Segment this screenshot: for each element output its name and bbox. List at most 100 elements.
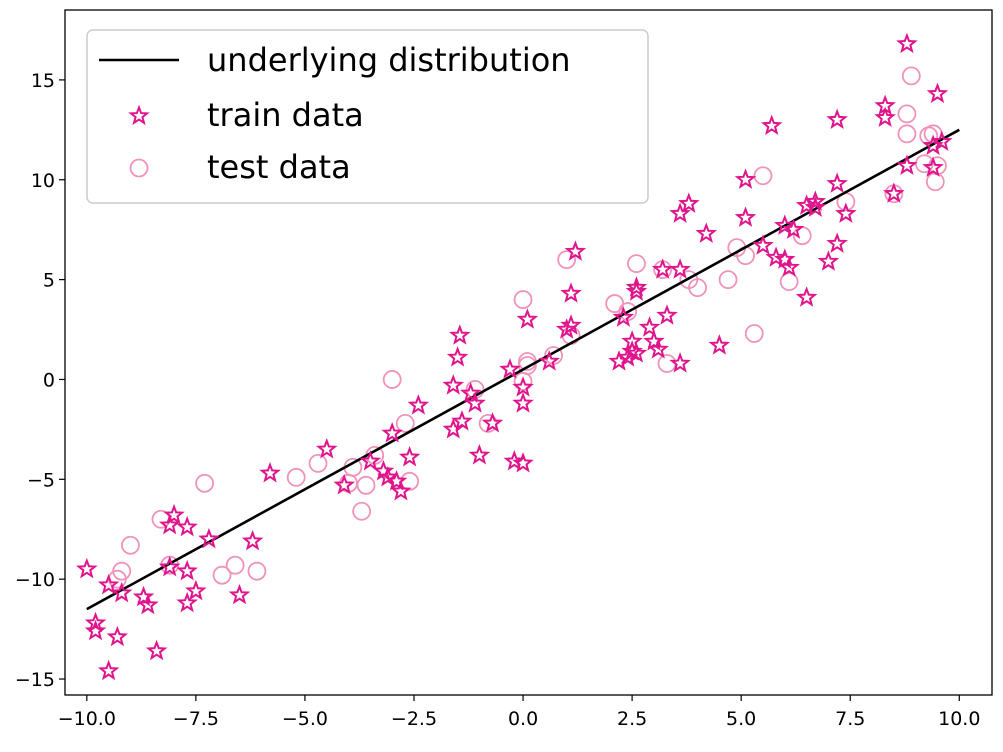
train-data-point	[449, 324, 471, 345]
test-data-point	[112, 561, 132, 581]
x-tick-label: −2.5	[391, 708, 437, 730]
legend-box	[86, 29, 649, 204]
test-data-point	[195, 473, 214, 493]
train-data-point	[874, 106, 896, 128]
train-data-point	[481, 412, 504, 433]
train-data-point	[145, 639, 168, 661]
train-data-point	[625, 342, 648, 363]
train-data-point	[931, 130, 953, 151]
test-data-point	[688, 278, 707, 297]
train-data-point	[499, 358, 521, 379]
train-data-point	[826, 108, 848, 130]
train-data-point	[643, 330, 665, 351]
train-data-point	[459, 382, 482, 403]
train-data-point	[826, 232, 848, 253]
test-data-point	[308, 453, 328, 473]
train-data-point	[922, 156, 944, 177]
train-data-point	[198, 527, 220, 549]
legend: underlying distribution train data test da…	[86, 29, 649, 204]
train-data-point	[560, 282, 582, 303]
train-data-point	[110, 581, 133, 603]
x-tick-label: 10.0	[938, 708, 980, 730]
train-data-point	[651, 258, 674, 279]
test-data-point	[557, 250, 577, 270]
test-data-point	[718, 270, 738, 290]
train-data-point	[621, 330, 643, 351]
y-tick-label: 15	[31, 70, 55, 92]
train-data-point	[835, 202, 857, 223]
x-tick-label: 7.5	[835, 708, 865, 730]
test-data-point	[513, 290, 533, 309]
train-data-point	[163, 503, 185, 525]
train-data-point	[678, 192, 700, 213]
train-data-point	[185, 579, 207, 601]
train-data-point	[734, 206, 757, 227]
test-data-point	[225, 555, 245, 575]
train-data-point	[176, 591, 198, 613]
train-data-point	[625, 276, 648, 297]
test-data-point	[121, 535, 140, 555]
y-tick-label: 10	[31, 170, 55, 192]
train-data-point	[669, 352, 691, 373]
test-data-point	[518, 356, 537, 375]
train-data-point	[782, 218, 805, 239]
test-data-point	[247, 561, 267, 581]
test-data-point	[382, 370, 402, 389]
train-data-point	[826, 172, 848, 193]
x-tick-label: 2.5	[617, 708, 647, 730]
train-data-point	[241, 529, 264, 551]
train-data-point	[896, 32, 918, 54]
train-data-point	[137, 593, 159, 615]
train-data-point	[468, 444, 491, 465]
test-data-point	[753, 166, 773, 186]
train-data-point	[315, 438, 338, 459]
train-data-point	[451, 410, 473, 431]
y-tick-label: −15	[15, 669, 55, 691]
train-data-point	[333, 473, 355, 495]
train-data-point	[774, 248, 796, 269]
train-data-point	[377, 465, 399, 487]
x-tick-label: −5.0	[282, 708, 328, 730]
legend-label-test: test data	[207, 148, 351, 186]
train-data-point	[883, 182, 905, 203]
train-data-point	[538, 350, 560, 371]
test-data-point	[914, 154, 934, 174]
test-data-point	[627, 254, 646, 274]
train-data-point	[512, 376, 534, 397]
train-data-point	[76, 557, 98, 579]
y-tick-label: −10	[15, 569, 55, 591]
train-data-point	[817, 250, 840, 271]
train-data-point	[132, 585, 155, 607]
x-tick-label: 5.0	[726, 708, 756, 730]
train-data-point	[97, 573, 120, 595]
train-data-point	[106, 625, 129, 647]
test-data-point	[286, 467, 306, 487]
y-axis: −15 −10 −5 0 5 10 15	[15, 70, 65, 691]
train-data-point	[695, 222, 718, 243]
train-data-point	[760, 114, 783, 135]
train-data-point	[158, 555, 181, 577]
legend-star-swatch	[128, 104, 150, 126]
train-data-point	[560, 314, 582, 335]
test-data-point	[901, 66, 921, 86]
x-tick-label: 0.0	[508, 708, 538, 730]
train-data-point	[752, 234, 774, 255]
train-data-point	[638, 316, 661, 337]
train-data-point	[464, 392, 486, 413]
underlying-distribution-line	[86, 128, 960, 611]
train-data-point	[708, 334, 731, 355]
train-data-point	[97, 659, 120, 681]
train-data-point	[516, 308, 539, 329]
train-data-point	[804, 190, 827, 211]
train-data-point	[512, 392, 534, 413]
test-data-point	[779, 272, 799, 292]
train-data-point	[874, 94, 896, 116]
train-data-point	[778, 256, 800, 277]
train-data-point	[84, 611, 107, 633]
y-tick-label: −5	[27, 469, 55, 491]
test-data-point	[356, 475, 376, 495]
train-data-point	[669, 202, 691, 223]
legend-label-underlying: underlying distribution	[207, 41, 571, 79]
train-data-point	[228, 583, 251, 605]
